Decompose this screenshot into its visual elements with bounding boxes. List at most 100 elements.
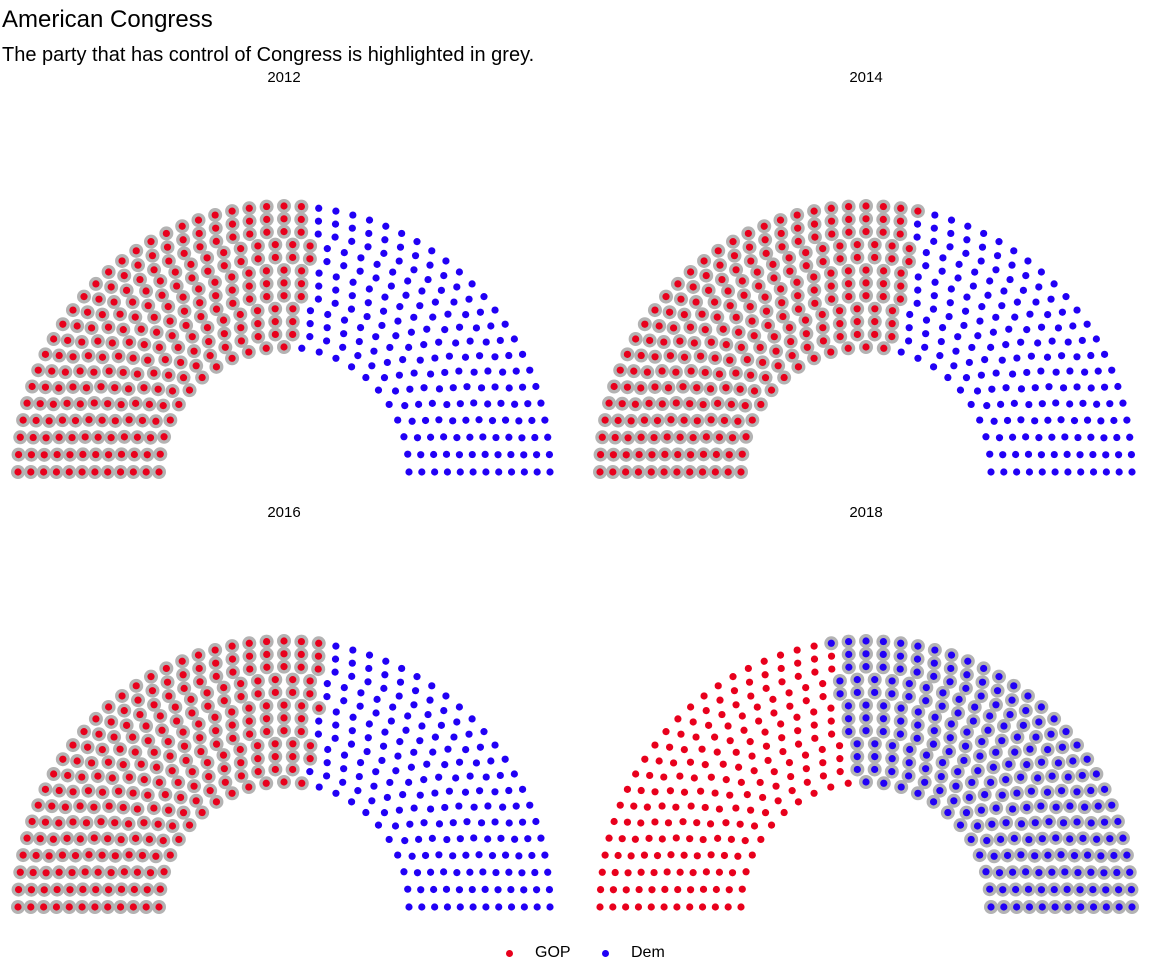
seat-gop [27,903,35,911]
seat-gop [742,433,750,441]
seat-dem [938,758,947,767]
seat-dem [999,886,1007,894]
seat-gop [81,433,89,441]
seat-gop [131,748,139,756]
seat-gop [289,740,297,748]
seat-gop [159,837,167,845]
seat-dem [880,702,888,710]
seat-gop [104,758,113,766]
seat-dem [545,451,554,459]
seat-gop [68,433,76,442]
seat-gop [53,885,61,894]
seat-gop [254,333,262,341]
seat-gop [111,852,119,860]
seat-dem [1012,885,1020,894]
seat-gop [36,400,44,408]
seat-gop [622,451,630,459]
seat-gop [677,295,685,303]
seat-dem [1083,851,1092,859]
seat-dem [456,468,464,476]
seat-dem [512,367,520,375]
seat-gop [245,282,253,290]
seat-dem [1043,353,1052,361]
seat-dem [373,695,381,703]
seat-dem [385,835,393,844]
seat-dem [954,709,962,717]
seat-gop [802,262,810,270]
seat-gop [144,737,152,745]
seat-dem [914,721,922,729]
seat-dem [408,852,416,860]
seat-dem [956,821,965,829]
seat-gop [144,302,152,310]
seat-gop [148,252,157,260]
seat-dem [386,343,394,352]
seat-gop [107,434,115,442]
seat-gop [187,695,195,703]
seat-dem [472,759,481,767]
seat-dem [1115,903,1123,911]
seat-gop [737,343,745,351]
seat-gop [748,416,756,424]
seat-gop [759,793,767,802]
seat-gop [827,783,835,791]
seat-gop [780,808,788,817]
seat-gop [655,757,663,765]
seat-gop [702,433,710,441]
seat-gop [42,869,50,877]
seat-dem [1114,382,1122,391]
seat-gop [724,287,732,295]
seat-gop [844,280,853,288]
seat-dem [1100,383,1109,391]
seat-gop [80,293,88,301]
seat-dem [954,768,962,776]
seat-gop [105,268,113,276]
seat-dem [977,806,985,814]
seat-gop [793,211,801,219]
seat-dem [984,291,992,299]
seat-dem [1034,774,1042,782]
seat-gop [692,298,700,306]
seat-gop [879,292,887,301]
seat-dem [1081,368,1089,376]
seat-gop [737,778,745,786]
seat-gop [228,207,236,215]
seat-dem [481,885,489,894]
seat-dem [466,337,474,345]
seat-gop [836,255,844,263]
seat-gop [706,820,715,828]
seat-dem [914,789,922,797]
seat-gop [125,416,133,424]
seat-gop [802,765,810,773]
seat-dem [914,354,922,362]
seat-dem [981,790,989,799]
panel-2012: 2012 [11,69,554,479]
seat-dem [921,778,929,786]
seat-dem [431,903,439,911]
seat-gop [732,266,740,274]
seat-gop [793,713,801,721]
chart-subtitle: The party that has control of Congress i… [2,44,535,66]
seat-gop [45,417,53,425]
seat-dem [378,756,386,765]
seat-dem [431,354,439,362]
seat-dem [488,852,497,860]
seat-gop [237,693,245,701]
seat-dem [963,236,971,244]
seat-dem [372,768,380,776]
seat-dem [372,333,380,341]
seat-gop [14,903,22,911]
seat-dem [354,352,362,360]
seat-dem [1106,835,1114,843]
seat-dem [1100,818,1109,826]
seat-dem [518,350,527,358]
seat-dem [441,368,449,377]
seat-gop [228,273,236,281]
seat-dem [348,292,356,300]
seat-gop [280,343,288,351]
seat-dem [1083,755,1091,763]
seat-dem [964,222,972,230]
seat-dem [952,782,960,790]
seat-dem [1050,450,1058,459]
seat-gop [104,835,112,843]
